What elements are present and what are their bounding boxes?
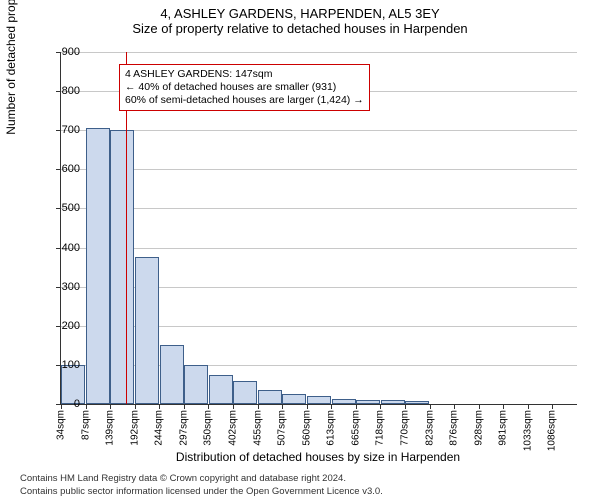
xtick-label: 297sqm — [178, 410, 189, 446]
xtick-label: 665sqm — [350, 410, 361, 446]
ytick-label: 200 — [44, 320, 80, 332]
histogram-bar — [332, 399, 356, 404]
ytick-label: 300 — [44, 281, 80, 293]
xtick-label: 613sqm — [326, 410, 337, 446]
ytick-label: 100 — [44, 359, 80, 371]
histogram-bar — [381, 400, 405, 404]
xtick-mark — [258, 404, 259, 409]
xtick-label: 928sqm — [473, 410, 484, 446]
xtick-mark — [307, 404, 308, 409]
xtick-label: 139sqm — [105, 410, 116, 446]
gridline — [61, 52, 577, 53]
histogram-bar — [356, 400, 380, 404]
histogram-bar — [307, 396, 331, 404]
xtick-label: 560sqm — [301, 410, 312, 446]
xtick-label: 87sqm — [80, 410, 91, 440]
annotation-box: 4 ASHLEY GARDENS: 147sqm← 40% of detache… — [119, 64, 370, 111]
ytick-label: 900 — [44, 46, 80, 58]
footer-line1: Contains HM Land Registry data © Crown c… — [20, 473, 592, 485]
histogram-bar — [135, 257, 159, 404]
xtick-mark — [86, 404, 87, 409]
histogram-bar — [86, 128, 110, 404]
xtick-mark — [135, 404, 136, 409]
ytick-label: 600 — [44, 163, 80, 175]
xtick-label: 876sqm — [449, 410, 460, 446]
histogram-bar — [233, 381, 257, 404]
xtick-label: 770sqm — [400, 410, 411, 446]
xtick-mark — [159, 404, 160, 409]
xtick-label: 455sqm — [252, 410, 263, 446]
xtick-mark — [405, 404, 406, 409]
xtick-label: 350sqm — [203, 410, 214, 446]
annotation-line1: 4 ASHLEY GARDENS: 147sqm — [125, 68, 364, 81]
ytick-label: 500 — [44, 202, 80, 214]
histogram-bar — [110, 130, 134, 404]
xtick-label: 718sqm — [375, 410, 386, 446]
xtick-mark — [356, 404, 357, 409]
xtick-label: 192sqm — [129, 410, 140, 446]
histogram-bar — [160, 345, 184, 404]
xtick-mark — [184, 404, 185, 409]
xtick-mark — [503, 404, 504, 409]
chart-title-line2: Size of property relative to detached ho… — [0, 21, 600, 36]
annotation-line3: 60% of semi-detached houses are larger (… — [125, 94, 364, 107]
ytick-label: 700 — [44, 124, 80, 136]
histogram-bar — [209, 375, 233, 404]
ytick-label: 400 — [44, 242, 80, 254]
histogram-bar — [282, 394, 306, 404]
histogram-bar — [184, 365, 208, 404]
xtick-mark — [552, 404, 553, 409]
histogram-bar — [258, 390, 282, 404]
xtick-label: 402sqm — [228, 410, 239, 446]
annotation-line2: ← 40% of detached houses are smaller (93… — [125, 81, 364, 94]
gridline — [61, 130, 577, 131]
histogram-bar — [405, 401, 429, 404]
gridline — [61, 169, 577, 170]
xtick-label: 244sqm — [154, 410, 165, 446]
y-axis-label: Number of detached properties — [4, 0, 18, 228]
xtick-label: 34sqm — [56, 410, 67, 440]
ytick-label: 800 — [44, 85, 80, 97]
xtick-label: 1033sqm — [522, 410, 533, 451]
xtick-mark — [110, 404, 111, 409]
x-axis-label: Distribution of detached houses by size … — [60, 450, 576, 464]
plot-area: 34sqm87sqm139sqm192sqm244sqm297sqm350sqm… — [60, 52, 577, 405]
xtick-mark — [380, 404, 381, 409]
gridline — [61, 248, 577, 249]
xtick-label: 507sqm — [277, 410, 288, 446]
xtick-label: 981sqm — [498, 410, 509, 446]
xtick-label: 823sqm — [424, 410, 435, 446]
xtick-mark — [282, 404, 283, 409]
xtick-mark — [454, 404, 455, 409]
ytick-label: 0 — [44, 398, 80, 410]
xtick-mark — [528, 404, 529, 409]
gridline — [61, 208, 577, 209]
xtick-mark — [233, 404, 234, 409]
xtick-mark — [430, 404, 431, 409]
xtick-mark — [331, 404, 332, 409]
xtick-mark — [208, 404, 209, 409]
xtick-label: 1086sqm — [547, 410, 558, 451]
xtick-mark — [479, 404, 480, 409]
footer-line2: Contains public sector information licen… — [20, 486, 592, 498]
footer-attribution: Contains HM Land Registry data © Crown c… — [20, 473, 592, 498]
chart-title-line1: 4, ASHLEY GARDENS, HARPENDEN, AL5 3EY — [0, 0, 600, 21]
